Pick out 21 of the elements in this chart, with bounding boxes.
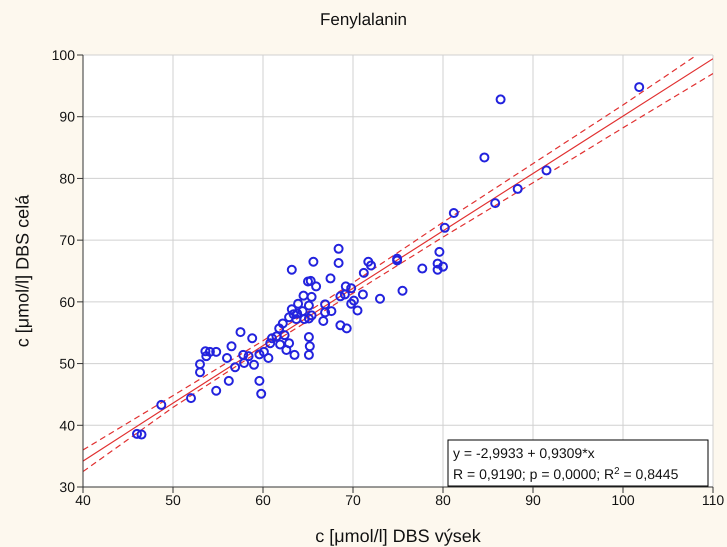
annotation: y = -2,9933 + 0,9309*x [453,445,595,461]
y-tick-label: 100 [52,46,76,63]
y-tick-label: 40 [59,417,76,434]
y-tick-label: 80 [59,170,76,186]
x-tick-label: 40 [75,492,91,508]
x-tick-label: 50 [165,492,181,508]
y-axis-title: c [μmol/l] DBS celá [12,194,32,348]
chart-title: Fenylalanin [319,10,408,30]
x-tick-label: 60 [255,492,271,508]
y-tick-label: 90 [59,108,76,125]
y-tick-label: 70 [59,232,76,248]
x-axis-title: c [μmol/l] DBS výsek [315,526,482,546]
x-tick-label: 70 [345,492,361,508]
y-tick-label: 50 [59,356,76,372]
x-tick-label: 100 [611,492,635,508]
y-tick-label: 30 [59,478,76,495]
x-tick-label: 90 [525,492,541,508]
y-tick-label: 60 [59,294,76,310]
x-tick-label: 110 [702,492,724,508]
x-tick-label: 80 [435,492,451,508]
annotation: R = 0,9190; p = 0,0000; R$^{2}$ = 0,8445 [453,466,679,482]
